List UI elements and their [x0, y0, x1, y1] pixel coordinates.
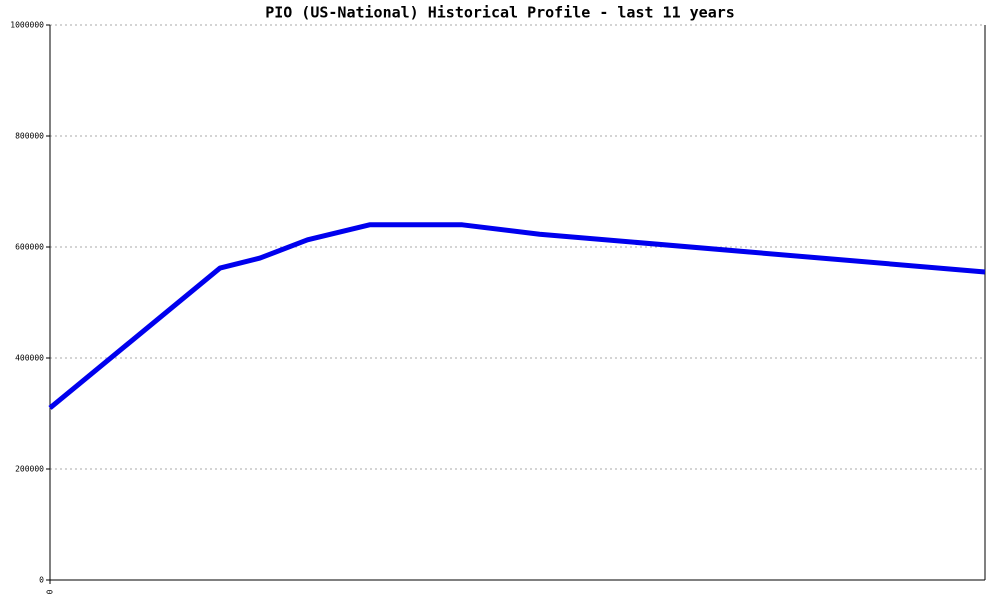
y-tick-label: 400000: [15, 354, 44, 363]
line-series: [48, 222, 986, 410]
chart-title: PIO (US-National) Historical Profile - l…: [265, 4, 735, 22]
y-tick-label: 0: [39, 576, 44, 585]
y-tick-label: 200000: [15, 465, 44, 474]
y-tick-label: 600000: [15, 243, 44, 252]
x-tick-label: 0: [46, 589, 55, 594]
y-tick-label: 1000000: [10, 21, 44, 30]
y-tick-label: 800000: [15, 132, 44, 141]
